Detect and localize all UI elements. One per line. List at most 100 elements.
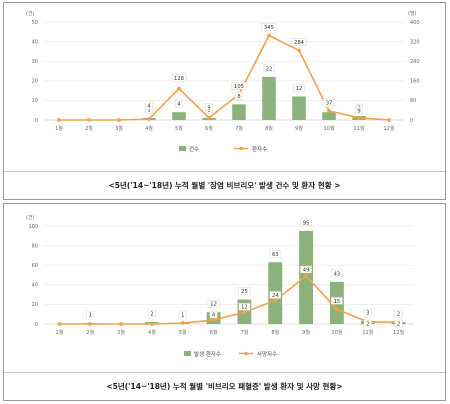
line-point <box>57 118 61 122</box>
x-tick-label: 12월 <box>393 329 404 336</box>
x-tick-label: 10월 <box>331 329 342 336</box>
bar-label-box <box>147 309 156 318</box>
x-tick-label: 4월 <box>145 125 153 132</box>
bar-value-label: 1 <box>181 313 184 319</box>
bar-value-label: 22 <box>266 66 273 72</box>
x-tick-label: 10월 <box>324 125 335 132</box>
x-tick-label: 5월 <box>175 125 183 132</box>
legend-line-marker <box>244 351 248 356</box>
bar-label-box <box>293 84 305 92</box>
bar-value-label: 1 <box>147 108 150 114</box>
bar-value-label: 25 <box>241 289 248 295</box>
line-point <box>150 322 154 326</box>
y-tick-label-right: 80 <box>410 98 416 104</box>
line-value-label: 2 <box>397 322 400 328</box>
bar-value-label: 8 <box>237 94 240 100</box>
y-axis-unit-left: (건) <box>26 10 35 17</box>
x-tick-label: 1월 <box>55 125 63 132</box>
bar <box>322 112 336 120</box>
bar <box>172 112 186 120</box>
bar-value-label: 4 <box>177 102 181 108</box>
x-tick-label: 8월 <box>271 329 279 336</box>
y-tick-label-left: 30 <box>32 59 38 65</box>
chart-panel-enteritis: 0 10 20 30 40 50 (건) 0 80 160 240 320 400 (명) 1월 2월 3월 4월… <box>3 2 446 200</box>
line-value-label: 15 <box>334 299 341 305</box>
legend-line-label: 환자수 <box>252 145 267 153</box>
chart-panel-septicemia: 0 20 40 60 80 100 (건) 1월 2월 3월 4월 5월 6월 7월 8월 9월 10월 11월 1… <box>3 203 446 401</box>
legend-bar-label: 발생 환자수 <box>194 350 221 358</box>
x-tick-label: 9월 <box>302 329 310 336</box>
line-label-box <box>363 319 372 328</box>
caption-divider <box>4 372 445 373</box>
line-value-label: 2 <box>366 322 369 328</box>
y-tick-label-right: 240 <box>410 59 420 65</box>
x-tick-label: 2월 <box>86 329 94 336</box>
line-point <box>242 310 247 315</box>
legend-bar-swatch <box>184 351 191 356</box>
bar-label-box <box>174 99 183 108</box>
x-tick-label: 4월 <box>148 329 156 336</box>
caption-divider <box>4 171 445 172</box>
line-label-box <box>269 291 282 299</box>
line-value-label: 4 <box>212 313 216 319</box>
line-value-label: 105 <box>234 84 244 90</box>
legend-bar-label: 건수 <box>189 146 199 153</box>
y-tick-label-left: 10 <box>32 98 38 104</box>
legend-line-label: 사망자수 <box>257 350 277 358</box>
line-point <box>304 274 308 278</box>
line-label-box <box>171 74 187 82</box>
bar-value-label: 2 <box>397 312 400 318</box>
y-tick-label-left: 20 <box>32 302 38 308</box>
line-point <box>57 322 62 326</box>
line-point <box>88 322 93 326</box>
y-tick-label-left: 60 <box>32 263 38 269</box>
line-point <box>335 307 339 312</box>
line-point <box>147 117 151 121</box>
line-label-box <box>331 297 343 305</box>
legend-bar-swatch <box>179 146 186 151</box>
line-point <box>357 115 361 120</box>
line-label-box <box>209 310 218 319</box>
bar-label-box <box>207 300 220 308</box>
y-tick-label-right: 160 <box>410 79 420 85</box>
bar-label-box <box>363 308 372 317</box>
line-label-box <box>261 23 277 31</box>
bar <box>292 96 306 120</box>
y-tick-label-left: 0 <box>35 322 38 328</box>
line-value-label: 4 <box>147 104 151 110</box>
line-value-label: 345 <box>264 25 274 31</box>
x-tick-label: 11월 <box>362 329 373 336</box>
x-tick-label: 7월 <box>241 329 249 336</box>
line-point <box>211 318 216 322</box>
y-axis-unit-right: (명) <box>408 10 417 17</box>
bar-label-box <box>331 269 343 278</box>
bar-label-box <box>263 64 275 73</box>
line-point <box>267 33 271 38</box>
x-tick-label: 3월 <box>115 125 123 132</box>
bar-value-label: 63 <box>272 252 279 258</box>
bar <box>232 104 246 120</box>
line-label-box <box>300 265 312 274</box>
y-tick-label-left: 40 <box>32 283 38 289</box>
y-tick-label-left: 50 <box>32 20 38 26</box>
line-label-box <box>291 38 307 46</box>
x-tick-label: 2월 <box>85 125 93 132</box>
line-series <box>59 274 399 325</box>
x-tick-label: 6월 <box>210 329 218 336</box>
chart-caption: <5년('14~'18년) 누적 월별 '비브리오 패혈증' 발생 환자 및 사… <box>106 382 343 391</box>
x-tick-label: 12월 <box>384 125 395 132</box>
line-value-label: 9 <box>357 108 360 114</box>
line-point <box>327 109 331 113</box>
bar-label-box <box>86 310 95 319</box>
line-value-label: 9 <box>207 105 210 111</box>
y-tick-label-left: 20 <box>32 79 38 85</box>
line-point <box>273 298 278 303</box>
x-tick-label: 8월 <box>265 125 273 132</box>
bar-value-label: 2 <box>150 312 153 318</box>
bar-value-label: 95 <box>303 220 310 226</box>
line-point <box>207 115 211 120</box>
line-point <box>119 322 123 326</box>
bar-value-label: 12 <box>296 86 303 92</box>
line-value-label: 49 <box>303 267 310 273</box>
y-tick-label-left: 0 <box>35 118 38 124</box>
